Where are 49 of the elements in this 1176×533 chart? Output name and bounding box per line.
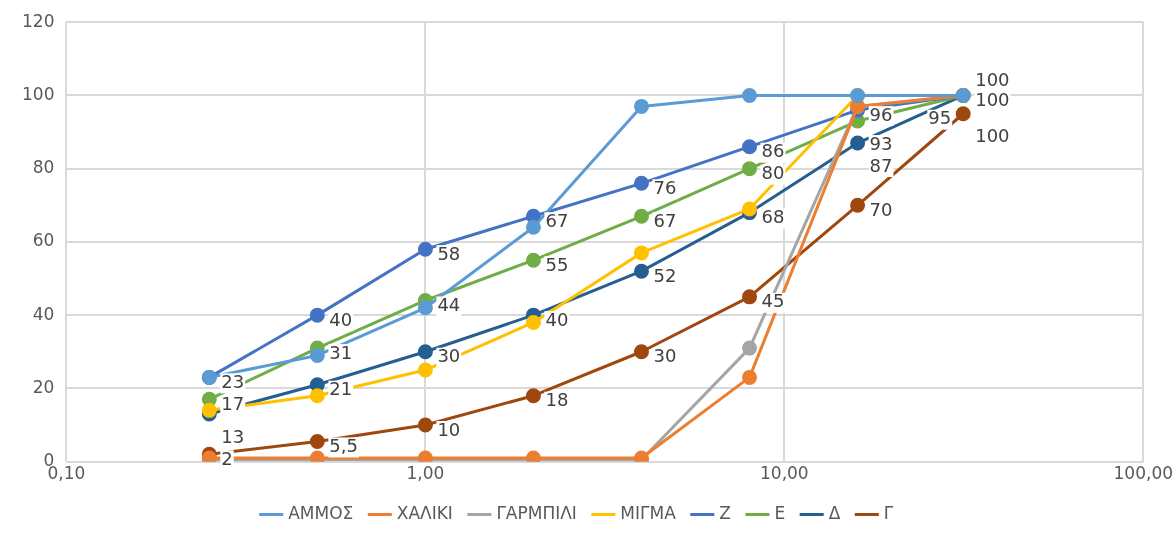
data-label: 86 (761, 140, 785, 162)
data-label: 13 (221, 425, 245, 447)
data-label: 40 (545, 308, 569, 330)
legend-label: ΧΑΛΙΚΙ (396, 502, 453, 523)
y-tick-label: 60 (32, 230, 55, 251)
data-label: 67 (653, 209, 677, 231)
y-tick-label: 80 (32, 157, 55, 178)
data-label: 17 (221, 393, 245, 415)
data-label: 95 (928, 107, 952, 129)
data-label: 23 (221, 371, 245, 393)
data-label: 10 (437, 418, 461, 440)
data-label: 30 (653, 345, 677, 367)
data-label: 76 (653, 176, 677, 198)
data-label: 31 (329, 341, 353, 363)
data-label: 52 (653, 264, 677, 286)
data-label: 55 (545, 253, 569, 275)
data-label: 67 (545, 209, 569, 231)
legend-label: ΓΑΡΜΠΙΛΙ (496, 502, 577, 523)
data-label: 80 (761, 162, 785, 184)
x-tick-label: 10,00 (759, 463, 809, 484)
data-label: 100 (975, 69, 1010, 91)
data-label: 87 (869, 154, 893, 176)
data-label: 70 (869, 198, 893, 220)
legend-label: Γ (883, 502, 894, 523)
legend-label: ΑΜΜΟΣ (288, 502, 354, 523)
data-label: 45 (761, 290, 785, 312)
data-label: 18 (545, 389, 569, 411)
y-tick-label: 20 (32, 376, 55, 397)
x-tick-label: 100,00 (1113, 463, 1173, 484)
data-label: 100 (975, 125, 1010, 147)
legend-label: ΜΙΓΜΑ (620, 502, 677, 523)
data-label: 68 (761, 206, 785, 228)
y-tick-label: 120 (21, 10, 55, 31)
data-label: 100 (975, 89, 1010, 111)
y-tick-label: 100 (21, 83, 55, 104)
data-label: 21 (329, 378, 353, 400)
data-label: 96 (869, 103, 893, 125)
data-label: 5,5 (329, 435, 358, 457)
x-tick-label: 1,00 (406, 463, 445, 484)
data-label: 44 (437, 294, 461, 316)
data-label: 2 (221, 447, 233, 469)
legend-label: Ε (774, 502, 786, 523)
data-label: 40 (329, 308, 353, 330)
legend-label: Δ (828, 502, 841, 523)
legend-label: Ζ (719, 502, 731, 523)
data-label: 93 (869, 132, 893, 154)
data-label: 30 (437, 345, 461, 367)
data-label: 58 (437, 242, 461, 264)
y-tick-label: 40 (32, 303, 55, 324)
